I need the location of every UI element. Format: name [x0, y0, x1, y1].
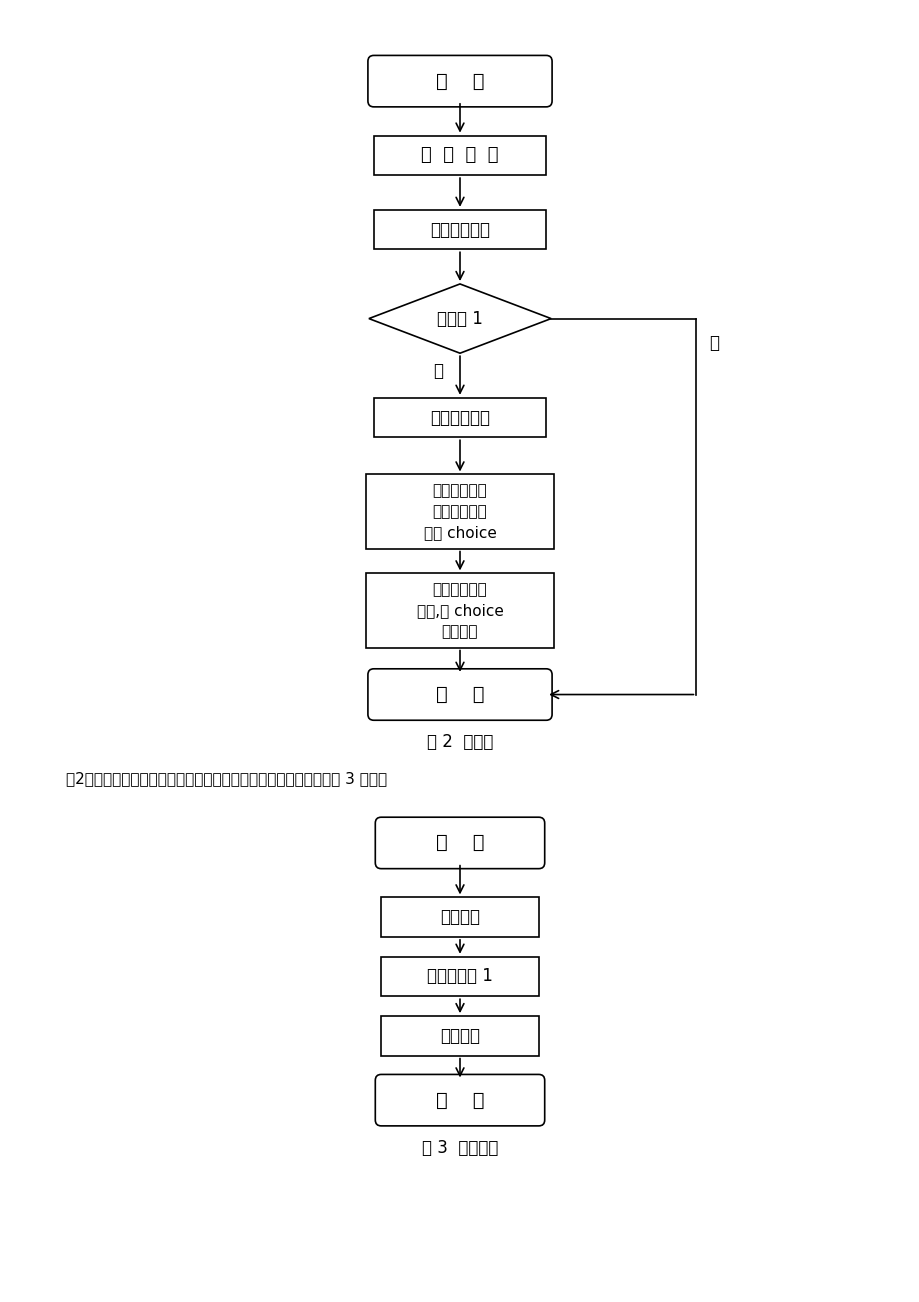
Bar [373, 210, 546, 249]
Text: （2）录入函数：输入记录并保留到文献中，，录入函数流程图如图 3 所示。: （2）录入函数：输入记录并保留到文献中，，录入函数流程图如图 3 所示。 [66, 771, 387, 786]
FancyBboxPatch shape [368, 669, 551, 720]
FancyBboxPatch shape [368, 56, 551, 107]
Text: 否: 否 [709, 335, 719, 353]
Text: 把输入选择函
数的返回值赋
值给 choice: 把输入选择函 数的返回值赋 值给 choice [423, 483, 496, 540]
Text: 输入数据: 输入数据 [439, 907, 480, 926]
Polygon shape [369, 284, 550, 353]
Text: 是: 是 [433, 362, 443, 380]
Bar [380, 957, 539, 996]
Text: 保存记录: 保存记录 [439, 1027, 480, 1044]
Text: 定  义  整  型: 定 义 整 型 [421, 146, 498, 164]
Text: 开    始: 开 始 [436, 72, 483, 91]
Text: 记录条数加 1: 记录条数加 1 [426, 967, 493, 986]
Bar [373, 397, 546, 437]
Text: 是否为 1: 是否为 1 [437, 310, 482, 328]
Text: 调用装载函数: 调用装载函数 [429, 220, 490, 238]
Text: 结    束: 结 束 [436, 685, 483, 704]
Text: 图 2  主函数: 图 2 主函数 [426, 733, 493, 751]
Text: 图 3  录入函数: 图 3 录入函数 [421, 1139, 498, 1156]
Text: 结    束: 结 束 [436, 1091, 483, 1109]
FancyBboxPatch shape [375, 1074, 544, 1126]
Bar [373, 135, 546, 176]
Bar [380, 897, 539, 937]
Bar [380, 1016, 539, 1056]
Text: 调用菜单函数: 调用菜单函数 [429, 409, 490, 427]
Bar [366, 474, 553, 548]
Text: 开    始: 开 始 [436, 833, 483, 853]
FancyBboxPatch shape [375, 818, 544, 868]
Bar [366, 573, 553, 647]
Text: 调用运行选项
函数,把 choice
的值带入: 调用运行选项 函数,把 choice 的值带入 [416, 582, 503, 639]
